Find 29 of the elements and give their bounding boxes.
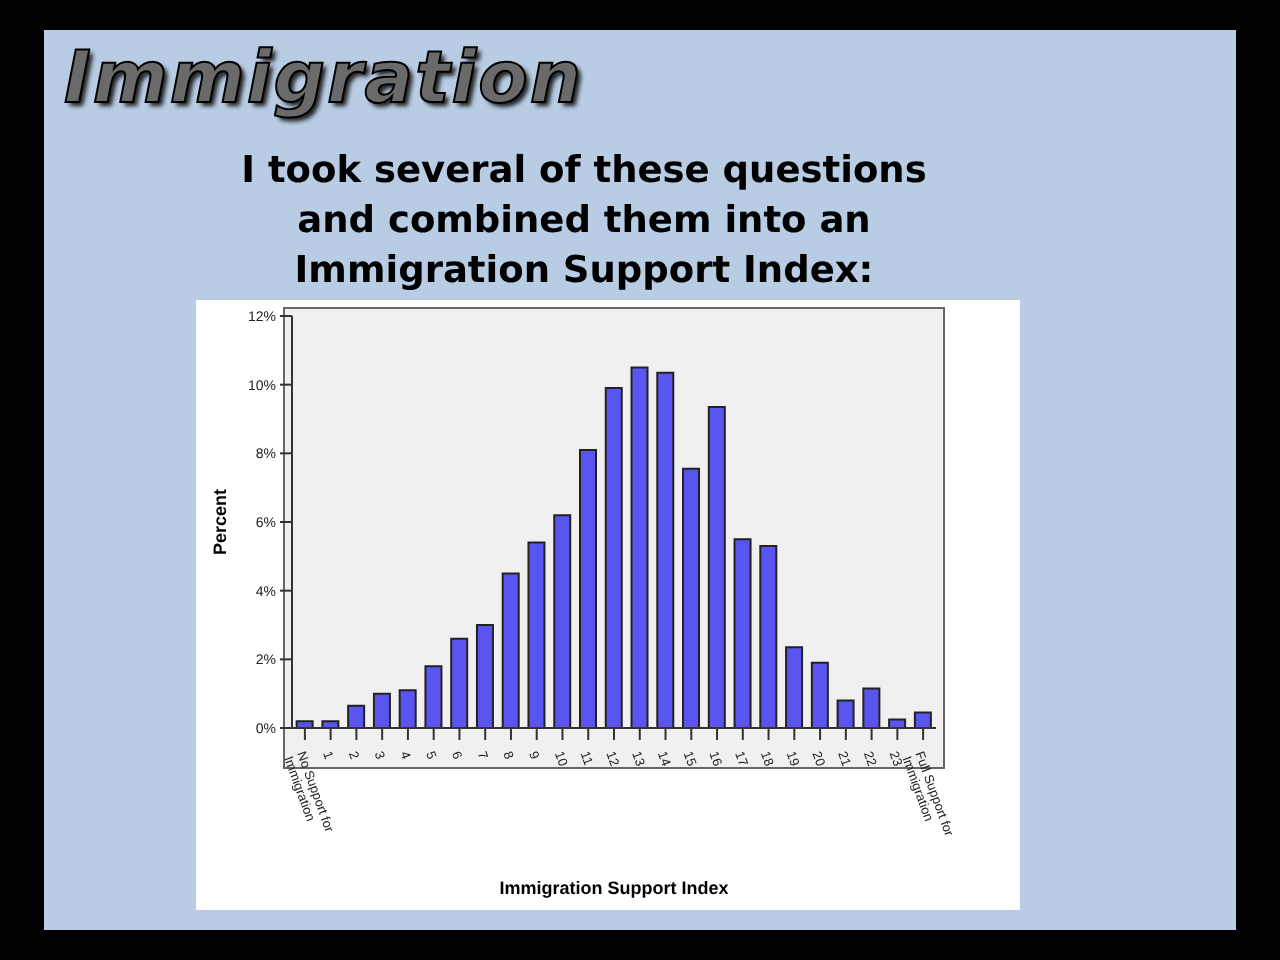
bar — [630, 366, 649, 728]
bar — [913, 711, 932, 728]
bar — [785, 646, 804, 728]
chart-title: Immigration — [64, 38, 583, 120]
bar — [733, 538, 752, 728]
bar — [450, 637, 469, 728]
bar — [656, 371, 675, 728]
bar — [321, 720, 340, 728]
bar — [759, 545, 778, 728]
bar — [553, 514, 572, 728]
chart-subtitle: I took several of these questions and combined them into an Immigration Support Index: — [239, 148, 929, 296]
bar — [475, 624, 494, 728]
bar — [295, 720, 314, 728]
bar — [888, 718, 907, 728]
y-axis-title: Percent — [210, 488, 231, 556]
bar — [707, 405, 726, 728]
bar — [372, 692, 391, 728]
bar — [836, 699, 855, 728]
bar — [501, 572, 520, 728]
bar — [862, 687, 881, 728]
bar — [604, 387, 623, 728]
bar — [424, 665, 443, 728]
x-axis-title: Immigration Support Index — [499, 878, 729, 898]
bar — [682, 467, 701, 728]
bar — [527, 541, 546, 728]
bar — [810, 661, 829, 728]
bar — [398, 689, 417, 728]
bar — [347, 704, 366, 728]
bar — [579, 448, 597, 728]
